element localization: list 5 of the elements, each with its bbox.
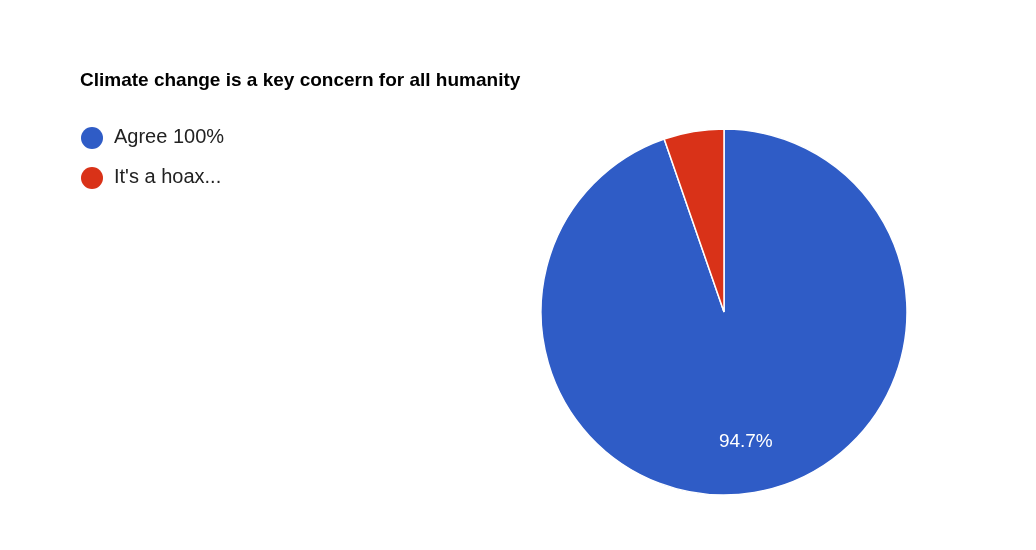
legend-label: It's a hoax... [114,165,222,188]
pie-slice [540,128,908,496]
data-label: 94.7% [718,429,773,451]
legend-label: Agree 100% [114,125,225,148]
chart-title: Climate change is a key concern for all humanity [80,69,521,90]
